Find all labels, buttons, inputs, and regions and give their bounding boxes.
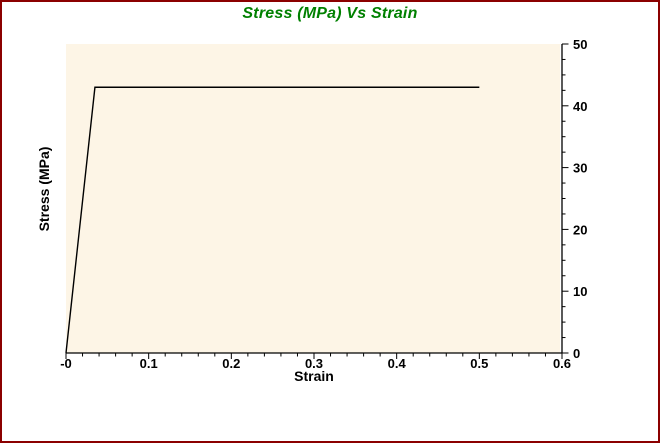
x-tick-label: 0.4 [388,356,407,371]
x-tick-label: 0.2 [222,356,240,371]
plot-area [66,44,560,353]
y-tick-label: 0 [573,346,580,361]
y-tick-label: 20 [573,222,587,237]
y-tick-label: 30 [573,161,587,176]
chart-title: Stress (MPa) Vs Strain [242,5,418,22]
x-axis-title: Strain [294,368,334,384]
x-tick-label: 0.6 [553,356,571,371]
y-tick-label: 10 [573,284,587,299]
y-tick-label: 50 [573,37,587,52]
x-tick-label: 0.1 [140,356,158,371]
x-tick-label: -0 [60,356,72,371]
series-line [65,86,480,354]
x-tick-label: 0.3 [305,356,323,371]
x-tick-label: 0.5 [470,356,488,371]
y-tick-label: 40 [573,99,587,114]
